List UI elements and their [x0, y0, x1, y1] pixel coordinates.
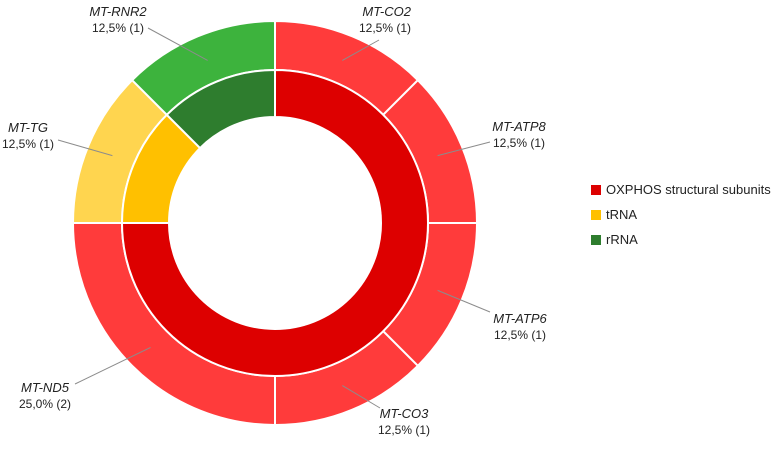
data-labels: MT-CO2 12,5% (1) MT-ATP8 12,5% (1) MT-ATP6 12…	[2, 4, 548, 437]
leader-line-mt-atp8	[437, 141, 491, 157]
leader-line-mt-co3	[342, 385, 381, 409]
slice-label-name-mt-co2: MT-CO2	[362, 4, 411, 19]
slice-label-value-mt-co2: 12,5% (1)	[359, 21, 411, 35]
legend-swatch-oxphos-structural-subunits	[591, 185, 601, 195]
legend-label-trna: tRNA	[606, 207, 637, 222]
inner-ring	[120, 68, 429, 377]
outer-ring	[71, 19, 479, 427]
leader-line-mt-co2	[342, 39, 380, 61]
slice-label-name-mt-nd5: MT-ND5	[21, 380, 70, 395]
slice-label-name-mt-rnr2: MT-RNR2	[89, 4, 147, 19]
legend-label-rrna: rRNA	[606, 232, 638, 247]
inner-slice-rrna	[165, 68, 276, 150]
leader-line-mt-nd5	[74, 347, 151, 385]
leader-line-mt-tg	[57, 139, 113, 157]
slice-label-name-mt-atp8: MT-ATP8	[492, 119, 546, 134]
slice-label-name-mt-tg: MT-TG	[8, 120, 48, 135]
legend-swatch-rrna	[591, 235, 601, 245]
slice-label-value-mt-nd5: 25,0% (2)	[19, 397, 71, 411]
slice-label-value-mt-tg: 12,5% (1)	[2, 137, 54, 151]
leader-line-mt-rnr2	[147, 27, 208, 61]
legend-swatch-trna	[591, 210, 601, 220]
slice-label-value-mt-atp6: 12,5% (1)	[494, 328, 546, 342]
slice-label-value-mt-co3: 12,5% (1)	[378, 423, 430, 437]
leader-line-mt-atp6	[437, 289, 491, 313]
inner-slice-oxphos-structural-subunits	[120, 68, 429, 377]
slice-label-name-mt-co3: MT-CO3	[380, 406, 429, 421]
slice-label-value-mt-atp8: 12,5% (1)	[493, 136, 545, 150]
legend-label-oxphos-structural-subunits: OXPHOS structural subunits	[606, 182, 771, 197]
legend: OXPHOS structural subunits tRNA rRNA	[591, 182, 771, 247]
slice-label-value-mt-rnr2: 12,5% (1)	[92, 21, 144, 35]
slice-label-name-mt-atp6: MT-ATP6	[493, 311, 547, 326]
